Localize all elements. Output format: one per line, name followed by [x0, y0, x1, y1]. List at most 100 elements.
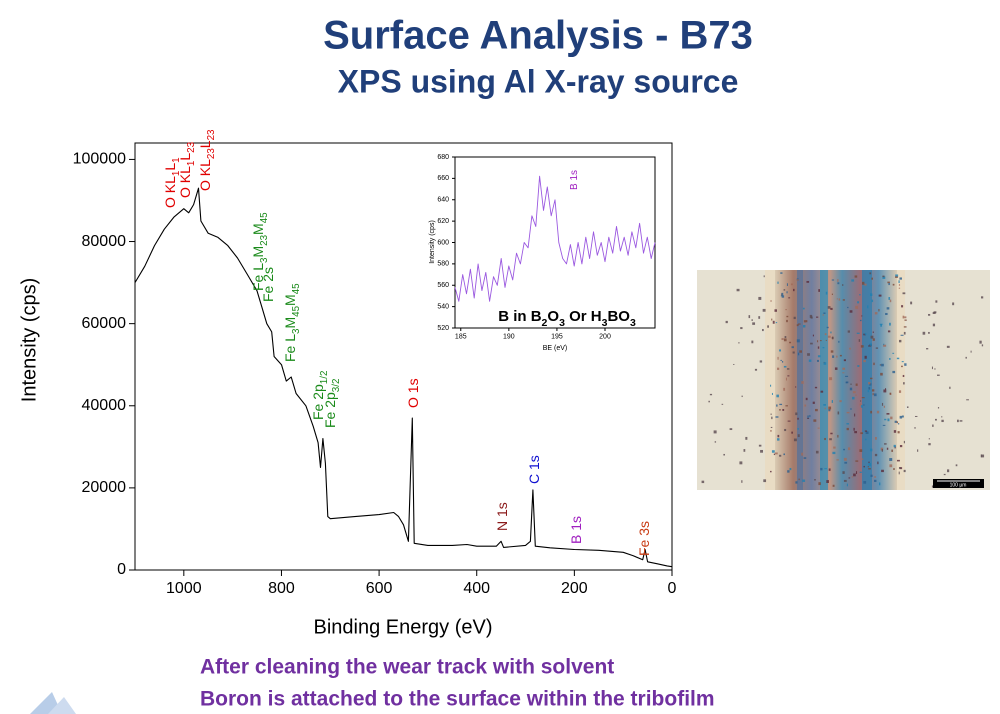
speck [874, 479, 877, 483]
speck [830, 350, 834, 353]
speck [834, 367, 838, 370]
speck [898, 339, 902, 343]
speck [898, 390, 902, 393]
x-tick-label: 195 [551, 333, 563, 340]
label-part: Fe 2p [310, 384, 326, 420]
speck [830, 432, 833, 435]
speck [864, 333, 867, 335]
speck [863, 333, 866, 336]
speck [899, 445, 903, 448]
speck [884, 418, 887, 421]
speck [900, 334, 904, 336]
speck [721, 403, 724, 405]
peak-annotation: B in B2O3 Or H3BO3 [498, 308, 636, 329]
label-part: L [197, 140, 213, 148]
speck [837, 434, 839, 438]
y-tick-label: 620 [437, 218, 449, 225]
speck [748, 315, 751, 319]
speck [893, 444, 896, 448]
y-tick-label: 20000 [82, 479, 127, 496]
speck [824, 333, 827, 336]
speck [871, 389, 875, 392]
speck [805, 397, 808, 401]
speck [878, 294, 882, 297]
speck [770, 413, 772, 415]
speck [843, 448, 846, 451]
speck [872, 338, 875, 341]
speck [837, 279, 839, 282]
speck [889, 392, 891, 395]
speck [873, 393, 877, 397]
speck [864, 430, 868, 432]
x-tick-label: 200 [561, 580, 588, 597]
speck [780, 272, 783, 274]
speck [850, 408, 852, 410]
speck [839, 354, 842, 357]
label-part: Fe 2s [260, 267, 276, 302]
speck [859, 403, 862, 406]
speck [846, 423, 850, 425]
subscript: 3 [630, 317, 636, 329]
speck [850, 383, 852, 385]
speck [777, 434, 780, 438]
speck [807, 417, 810, 419]
speck [892, 352, 895, 354]
speck [928, 331, 930, 334]
speck [843, 457, 847, 461]
speck [852, 391, 856, 394]
footer-line: Boron is attached to the surface within … [200, 688, 715, 711]
label-part: B 1s [568, 516, 584, 544]
speck [886, 447, 889, 450]
label-part: M [250, 246, 266, 258]
speck [902, 292, 906, 295]
speck [892, 283, 895, 286]
speck [713, 430, 717, 434]
speck [797, 428, 799, 430]
speck [868, 463, 872, 467]
speck [781, 295, 785, 298]
speck [893, 468, 895, 470]
speck [812, 401, 815, 404]
speck [736, 288, 740, 292]
speck [836, 459, 839, 461]
track-stripe [797, 270, 803, 490]
spectrum-line [454, 175, 656, 302]
speck [789, 467, 792, 471]
speck [725, 320, 728, 324]
speck [903, 440, 905, 444]
speck [797, 417, 799, 420]
speck [897, 431, 900, 434]
x-tick-label: 190 [503, 333, 515, 340]
speck [833, 446, 836, 449]
speck [883, 405, 886, 408]
speck [795, 412, 798, 416]
speck [937, 407, 940, 409]
speck [763, 275, 765, 278]
speck [882, 275, 885, 278]
speck [928, 438, 930, 440]
speck [787, 420, 791, 422]
speck [791, 346, 794, 349]
speck [888, 283, 890, 286]
speck [793, 438, 797, 442]
speck [797, 352, 800, 356]
speck [854, 431, 858, 434]
speck [817, 427, 820, 429]
label-part: Fe L [282, 334, 298, 362]
speck [970, 350, 972, 353]
speck [856, 332, 860, 334]
speck [903, 469, 906, 473]
speck [738, 342, 740, 344]
x-axis-label: Binding Energy (eV) [314, 616, 493, 638]
speck [785, 377, 787, 381]
speck [898, 284, 901, 286]
speck [898, 280, 900, 284]
speck [859, 294, 861, 296]
subscript: 3 [602, 317, 608, 329]
speck [771, 392, 773, 395]
speck [780, 295, 783, 297]
speck [754, 368, 758, 371]
speck [943, 473, 946, 476]
speck [914, 415, 918, 417]
speck [881, 402, 884, 406]
